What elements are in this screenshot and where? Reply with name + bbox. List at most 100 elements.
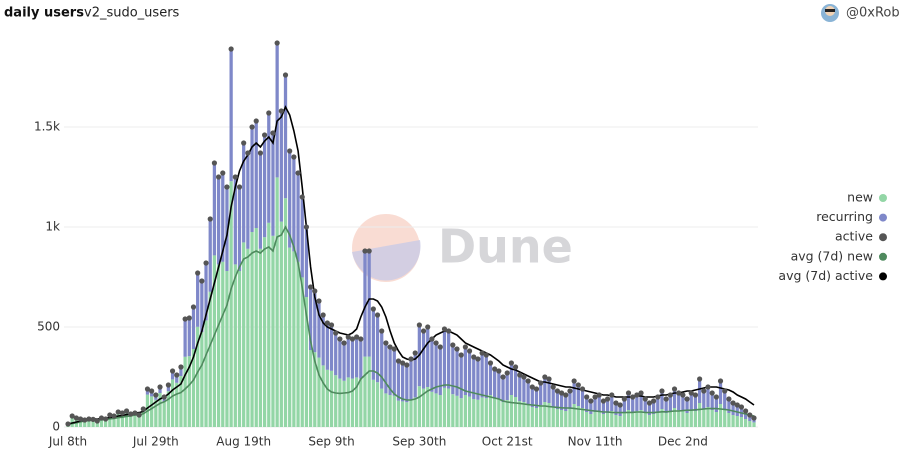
- dot: [312, 288, 317, 293]
- bar-segment: [635, 411, 638, 427]
- bar-segment: [426, 327, 429, 387]
- dot: [609, 392, 614, 397]
- bar-segment: [326, 370, 329, 427]
- x-tick-label: Nov 11th: [568, 435, 623, 449]
- dot: [638, 390, 643, 395]
- bar-segment: [489, 395, 492, 427]
- dot: [413, 350, 418, 355]
- dot: [417, 322, 422, 327]
- bar-segment: [280, 111, 283, 222]
- x-tick-label: Jul 8th: [48, 435, 87, 449]
- bar-segment: [455, 349, 458, 396]
- bar-segment: [702, 391, 705, 409]
- dot: [505, 370, 510, 375]
- bar-segment: [568, 409, 571, 427]
- bar-segment: [706, 387, 709, 407]
- bar-segment: [175, 383, 178, 427]
- dot: [383, 340, 388, 345]
- dot: [300, 194, 305, 199]
- bar-segment: [393, 396, 396, 427]
- bar-segment: [372, 309, 375, 380]
- bar-segment: [522, 377, 525, 402]
- bar-segment: [660, 391, 663, 409]
- bar-segment: [685, 413, 688, 427]
- bar-segment: [464, 347, 467, 395]
- dot: [308, 284, 313, 289]
- bar-segment: [665, 413, 668, 427]
- watermark: [352, 214, 421, 282]
- bar-segment: [526, 381, 529, 404]
- bar-segment: [422, 331, 425, 389]
- dot: [111, 413, 116, 418]
- dot: [521, 374, 526, 379]
- bar-segment: [552, 387, 555, 407]
- legend-swatch: [879, 253, 887, 261]
- bar-segment: [727, 413, 730, 427]
- bar-segment: [568, 391, 571, 409]
- bar-segment: [217, 177, 220, 264]
- bar-segment: [255, 121, 258, 228]
- bar-segment: [644, 413, 647, 427]
- bar-segment: [246, 153, 249, 249]
- bar-segment: [485, 355, 488, 398]
- bar-segment: [493, 369, 496, 398]
- dot: [379, 328, 384, 333]
- dot: [275, 40, 280, 45]
- dot: [187, 315, 192, 320]
- dot: [375, 312, 380, 317]
- dot: [241, 140, 246, 145]
- bar-segment: [401, 363, 404, 401]
- bar-segment: [284, 198, 287, 427]
- dot: [149, 388, 154, 393]
- dot: [580, 386, 585, 391]
- bar-segment: [409, 400, 412, 427]
- bar-segment: [129, 416, 132, 427]
- bar-segment: [656, 412, 659, 427]
- bar-segment: [439, 347, 442, 395]
- bar-segment: [489, 363, 492, 395]
- bar-segment: [455, 396, 458, 427]
- bar-segment: [556, 391, 559, 409]
- bar-segment: [510, 395, 513, 427]
- bar-segment: [301, 197, 304, 277]
- bar-segment: [188, 318, 191, 356]
- bar-segment: [602, 414, 605, 427]
- bar-segment: [573, 381, 576, 404]
- bar-segment: [731, 415, 734, 427]
- dot: [295, 170, 300, 175]
- bar-segment: [133, 415, 136, 427]
- bar-segment: [238, 187, 241, 271]
- bar-segment: [434, 393, 437, 427]
- bar-segment: [598, 411, 601, 427]
- dot: [270, 130, 275, 135]
- bar-segment: [560, 410, 563, 427]
- dot: [141, 406, 146, 411]
- dot: [576, 382, 581, 387]
- dot: [429, 336, 434, 341]
- bar-segment: [292, 157, 295, 251]
- bar-segment: [539, 383, 542, 405]
- dot: [588, 398, 593, 403]
- dot: [124, 408, 129, 413]
- bar-segment: [552, 407, 555, 427]
- legend-swatch: [879, 194, 887, 202]
- bar-segment: [267, 223, 270, 427]
- bar-segment: [368, 251, 371, 357]
- bar-segment: [673, 389, 676, 408]
- bar-segment: [296, 262, 299, 427]
- dot: [680, 392, 685, 397]
- dot: [659, 388, 664, 393]
- bar-segment: [259, 249, 262, 427]
- dot: [212, 160, 217, 165]
- dot: [216, 174, 221, 179]
- x-tick-label: Dec 2nd: [658, 435, 708, 449]
- dot: [551, 384, 556, 389]
- dot: [367, 248, 372, 253]
- bar-segment: [401, 401, 404, 427]
- dot: [65, 421, 70, 426]
- bar-segment: [715, 412, 718, 427]
- bar-segment: [263, 237, 266, 427]
- dot: [705, 384, 710, 389]
- bar-segment: [719, 404, 722, 427]
